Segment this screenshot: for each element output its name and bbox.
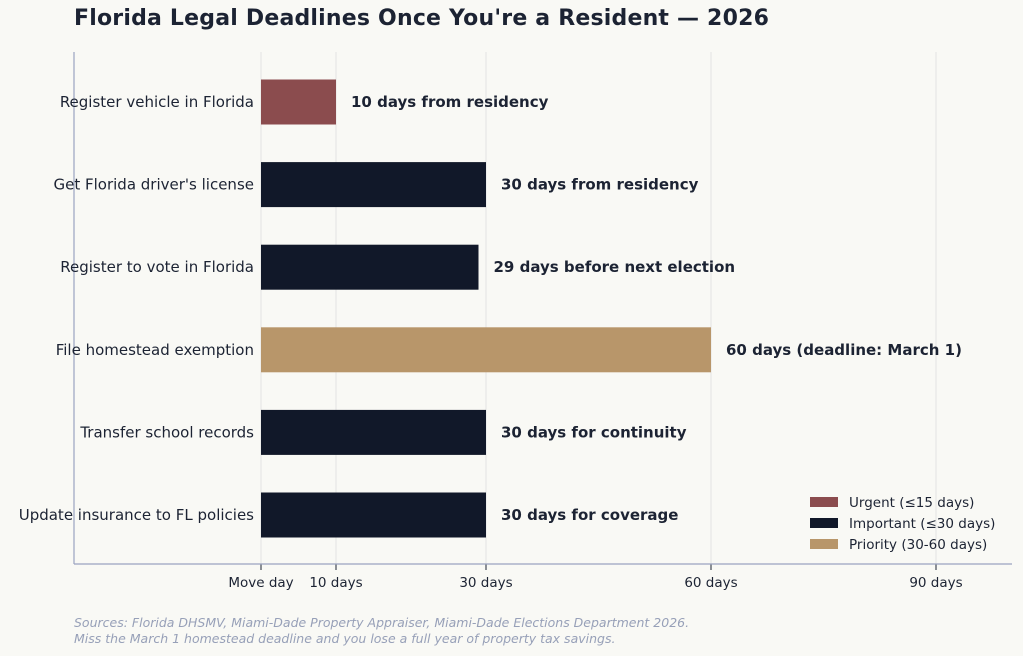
- bars: [261, 79, 711, 538]
- legend-label-urgent: Urgent (≤15 days): [849, 495, 974, 511]
- footer-sources: Sources: Florida DHSMV, Miami-Dade Prope…: [74, 615, 690, 630]
- bar-5: [261, 409, 486, 455]
- data-label: 30 days from residency: [501, 176, 699, 194]
- axes: [73, 52, 1012, 570]
- legend-swatch-important: [810, 518, 838, 528]
- grid-lines: [260, 52, 937, 564]
- data-label: 30 days for coverage: [501, 506, 678, 524]
- category-label: Update insurance to FL policies: [19, 506, 254, 524]
- labels: Move day 10 days 30 days 60 days 90 days Regi…: [19, 93, 963, 591]
- chart-title: Florida Legal Deadlines Once You're a Re…: [74, 6, 770, 31]
- bar-3: [261, 244, 479, 290]
- category-label: Register to vote in Florida: [60, 258, 254, 276]
- x-tick-label: Move day: [228, 575, 293, 591]
- data-label: 60 days (deadline: March 1): [726, 341, 962, 359]
- legend-label-important: Important (≤30 days): [849, 516, 995, 532]
- category-label: Transfer school records: [79, 423, 254, 441]
- data-label: 30 days for continuity: [501, 423, 687, 441]
- x-tick-label: 30 days: [459, 575, 512, 591]
- legend-swatch-priority: [810, 539, 838, 549]
- bar-chart: Move day 10 days 30 days 60 days 90 days Regi…: [19, 52, 1012, 591]
- data-label: 29 days before next election: [494, 258, 736, 276]
- data-label: 10 days from residency: [351, 93, 549, 111]
- category-label: Get Florida driver's license: [54, 176, 255, 194]
- chart-footer: Sources: Florida DHSMV, Miami-Dade Prope…: [74, 615, 689, 647]
- bar-4: [261, 327, 711, 373]
- bar-1: [261, 79, 336, 125]
- legend-label-priority: Priority (30-60 days): [849, 537, 987, 553]
- legend: Urgent (≤15 days) Important (≤30 days) Pri…: [810, 495, 995, 553]
- category-label: File homestead exemption: [56, 341, 254, 359]
- x-tick-label: 60 days: [684, 575, 737, 591]
- bar-6: [261, 492, 486, 538]
- x-tick-label: 10 days: [309, 575, 362, 591]
- x-tick-label: 90 days: [909, 575, 962, 591]
- footer-note: Miss the March 1 homestead deadline and …: [74, 631, 616, 646]
- bar-2: [261, 162, 486, 208]
- category-label: Register vehicle in Florida: [60, 93, 254, 111]
- legend-swatch-urgent: [810, 497, 838, 507]
